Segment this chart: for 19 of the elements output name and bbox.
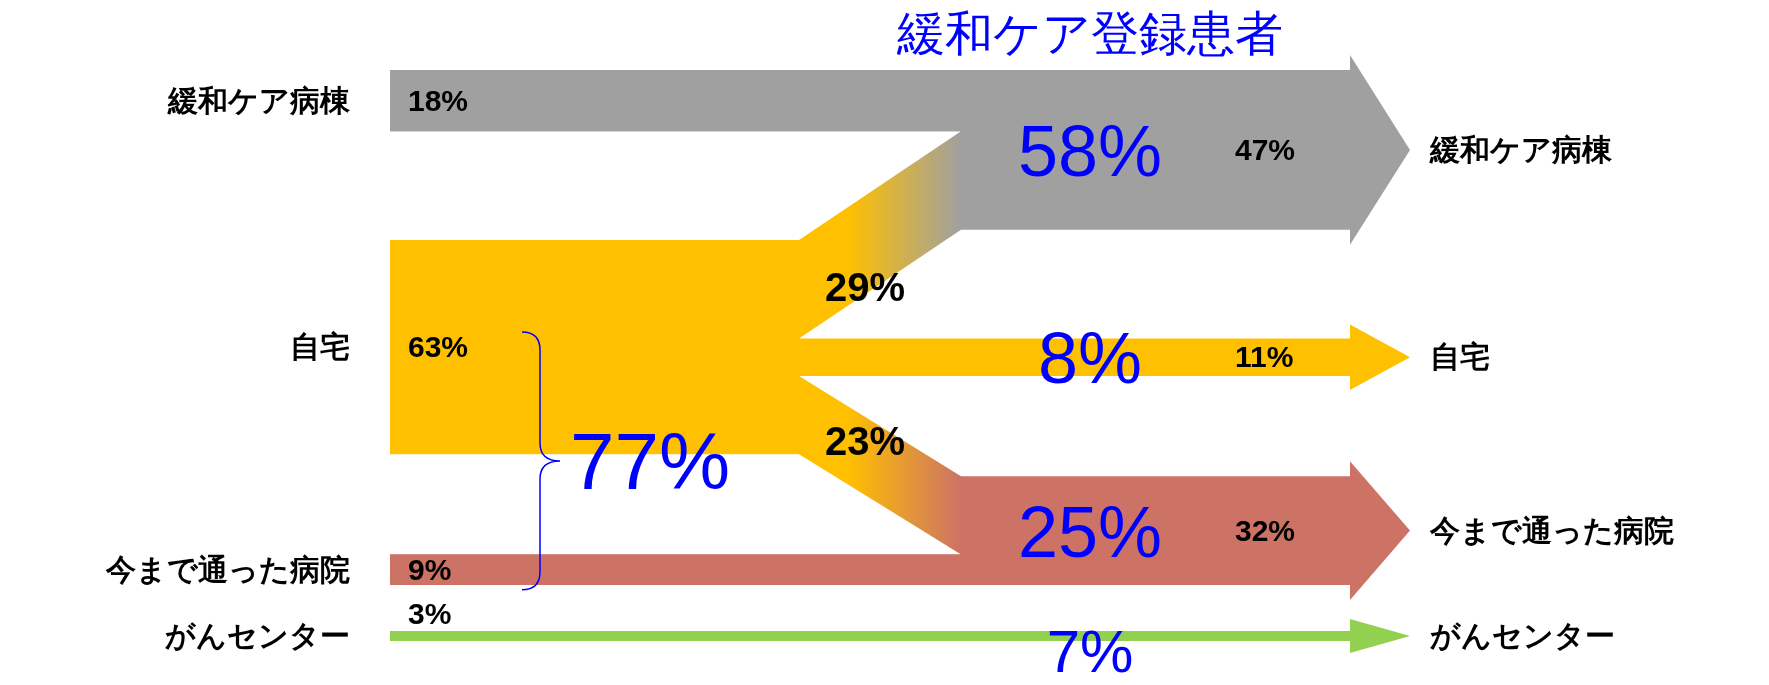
category-label: 自宅 (290, 330, 350, 364)
data-label: 63% (408, 330, 469, 364)
category-label: 今まで通った病院 (106, 552, 350, 586)
category-label: 自宅 (1430, 340, 1490, 374)
data-label: 11% (1235, 340, 1294, 374)
data-label: 58% (1017, 110, 1163, 191)
category-label: がんセンター (165, 619, 350, 652)
data-label: 18% (408, 83, 469, 117)
category-label: 緩和ケア病棟 (1429, 132, 1613, 166)
data-label: 9% (408, 552, 452, 586)
category-label: がんセンター (1430, 619, 1615, 652)
category-label: 今まで通った病院 (1429, 513, 1674, 547)
text: 緩和ケア登録患者 (896, 7, 1283, 60)
category-label: 緩和ケア病棟 (168, 83, 350, 117)
data-label: 47% (1235, 132, 1296, 166)
data-label: 32% (1235, 513, 1296, 547)
text: 23% (824, 419, 906, 464)
data-label: 25% (1017, 491, 1163, 572)
data-label: 3% (408, 597, 452, 630)
